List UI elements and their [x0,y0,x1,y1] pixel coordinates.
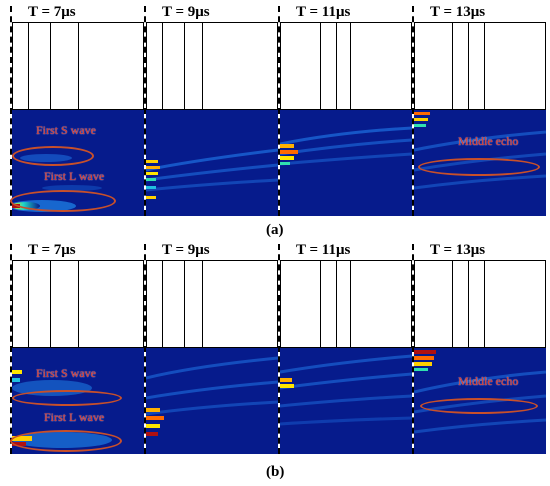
wavefield-plot [280,348,412,454]
first-l-wave-label: First L wave [44,410,105,424]
first-l-wave-label: First L wave [44,169,105,183]
first-s-wave-label: First S wave [36,366,96,380]
first-s-wave-ellipse [12,146,94,166]
middle-echo-label: Middle echo [458,134,519,148]
specimen-outline [10,260,144,348]
symmetry-axis [412,6,414,216]
symmetry-axis [144,244,146,454]
panel-b-3: T = 11μs [278,242,412,454]
middle-echo-ellipse [418,158,540,176]
first-l-wave-ellipse [10,430,122,452]
panel-a-3: T = 11μs [278,4,412,216]
caption-a: (a) [266,222,284,238]
symmetry-axis [278,6,280,216]
specimen-outline [144,22,278,110]
panel-b-2: T = 9μs [144,242,278,454]
symmetry-axis [278,244,280,454]
wavefield-plot [146,348,278,454]
panel-title: T = 11μs [296,242,351,258]
specimen-outline [278,260,412,348]
panel-a-1: T = 7μs [10,4,144,216]
panel-title: T = 7μs [28,4,76,20]
symmetry-axis [144,6,146,216]
first-s-wave-label: First S wave [36,123,96,137]
specimen-outline [412,260,546,348]
symmetry-axis [10,244,12,454]
panel-b-4: T = 13μs [412,242,546,454]
middle-echo-ellipse [420,398,538,414]
symmetry-axis [10,6,12,216]
panel-title: T = 7μs [28,242,76,258]
specimen-outline [144,260,278,348]
panel-a-4: T = 13μs [412,4,546,216]
first-s-wave-ellipse [12,390,122,406]
specimen-outline [10,22,144,110]
panel-title: T = 13μs [430,4,486,20]
wavefield-plot [280,110,412,216]
panel-a-2: T = 9μs [144,4,278,216]
symmetry-axis [412,244,414,454]
specimen-outline [278,22,412,110]
caption-b: (b) [266,464,285,480]
specimen-outline [412,22,546,110]
first-l-wave-ellipse [10,190,116,212]
panel-title: T = 13μs [430,242,486,258]
panel-title: T = 9μs [162,242,210,258]
middle-echo-label: Middle echo [458,374,519,388]
wavefield-plot [146,110,278,216]
panel-title: T = 11μs [296,4,351,20]
panel-title: T = 9μs [162,4,210,20]
